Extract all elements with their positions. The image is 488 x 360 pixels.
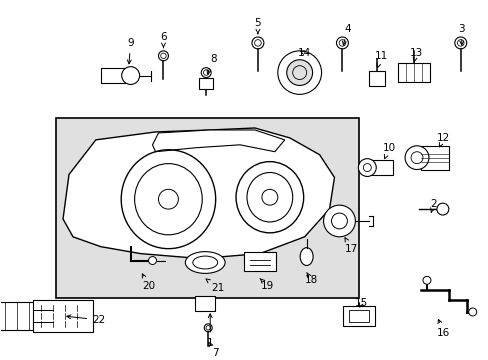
Text: 12: 12 bbox=[436, 133, 449, 147]
Bar bbox=[420, 146, 448, 170]
Bar bbox=[199, 77, 213, 89]
Circle shape bbox=[323, 205, 355, 237]
Bar bbox=[244, 252, 275, 271]
Circle shape bbox=[262, 189, 277, 205]
Bar bbox=[370, 159, 392, 175]
Circle shape bbox=[358, 159, 375, 176]
Ellipse shape bbox=[300, 248, 312, 265]
Circle shape bbox=[286, 60, 312, 85]
Text: 8: 8 bbox=[206, 54, 216, 74]
Text: 13: 13 bbox=[408, 48, 422, 62]
Bar bbox=[349, 310, 368, 322]
Text: 18: 18 bbox=[305, 273, 318, 285]
Circle shape bbox=[336, 37, 347, 49]
Circle shape bbox=[404, 146, 428, 170]
Text: 17: 17 bbox=[344, 238, 357, 254]
Text: 3: 3 bbox=[458, 24, 464, 45]
Text: 1: 1 bbox=[206, 314, 213, 348]
Text: 22: 22 bbox=[67, 315, 105, 325]
Text: 6: 6 bbox=[160, 32, 166, 48]
Text: 10: 10 bbox=[382, 143, 395, 159]
Bar bbox=[101, 68, 124, 84]
Text: 5: 5 bbox=[254, 18, 261, 34]
Bar bbox=[368, 71, 385, 86]
Text: 7: 7 bbox=[208, 342, 218, 357]
Circle shape bbox=[422, 276, 430, 284]
Bar bbox=[0, 302, 53, 330]
Text: 20: 20 bbox=[142, 274, 155, 291]
Ellipse shape bbox=[185, 252, 224, 273]
Text: 4: 4 bbox=[342, 24, 350, 45]
Bar bbox=[343, 306, 374, 326]
Polygon shape bbox=[63, 128, 334, 258]
Text: 9: 9 bbox=[127, 38, 134, 64]
Text: 2: 2 bbox=[430, 199, 436, 212]
Text: 15: 15 bbox=[354, 298, 367, 308]
Circle shape bbox=[251, 37, 264, 49]
Bar bbox=[397, 63, 429, 82]
Circle shape bbox=[454, 37, 466, 49]
Circle shape bbox=[201, 68, 211, 77]
Circle shape bbox=[277, 51, 321, 94]
Bar bbox=[56, 118, 359, 298]
Text: 11: 11 bbox=[374, 51, 387, 68]
Circle shape bbox=[158, 51, 168, 61]
Circle shape bbox=[158, 189, 178, 209]
Circle shape bbox=[468, 308, 476, 316]
Circle shape bbox=[204, 324, 212, 332]
Text: 14: 14 bbox=[297, 48, 311, 58]
Circle shape bbox=[148, 257, 156, 265]
Text: 19: 19 bbox=[260, 279, 274, 291]
Circle shape bbox=[122, 67, 139, 85]
Text: 21: 21 bbox=[205, 279, 224, 293]
Polygon shape bbox=[152, 130, 284, 152]
Bar bbox=[33, 300, 93, 332]
Bar bbox=[195, 296, 215, 311]
Text: 16: 16 bbox=[436, 319, 449, 338]
Circle shape bbox=[436, 203, 448, 215]
